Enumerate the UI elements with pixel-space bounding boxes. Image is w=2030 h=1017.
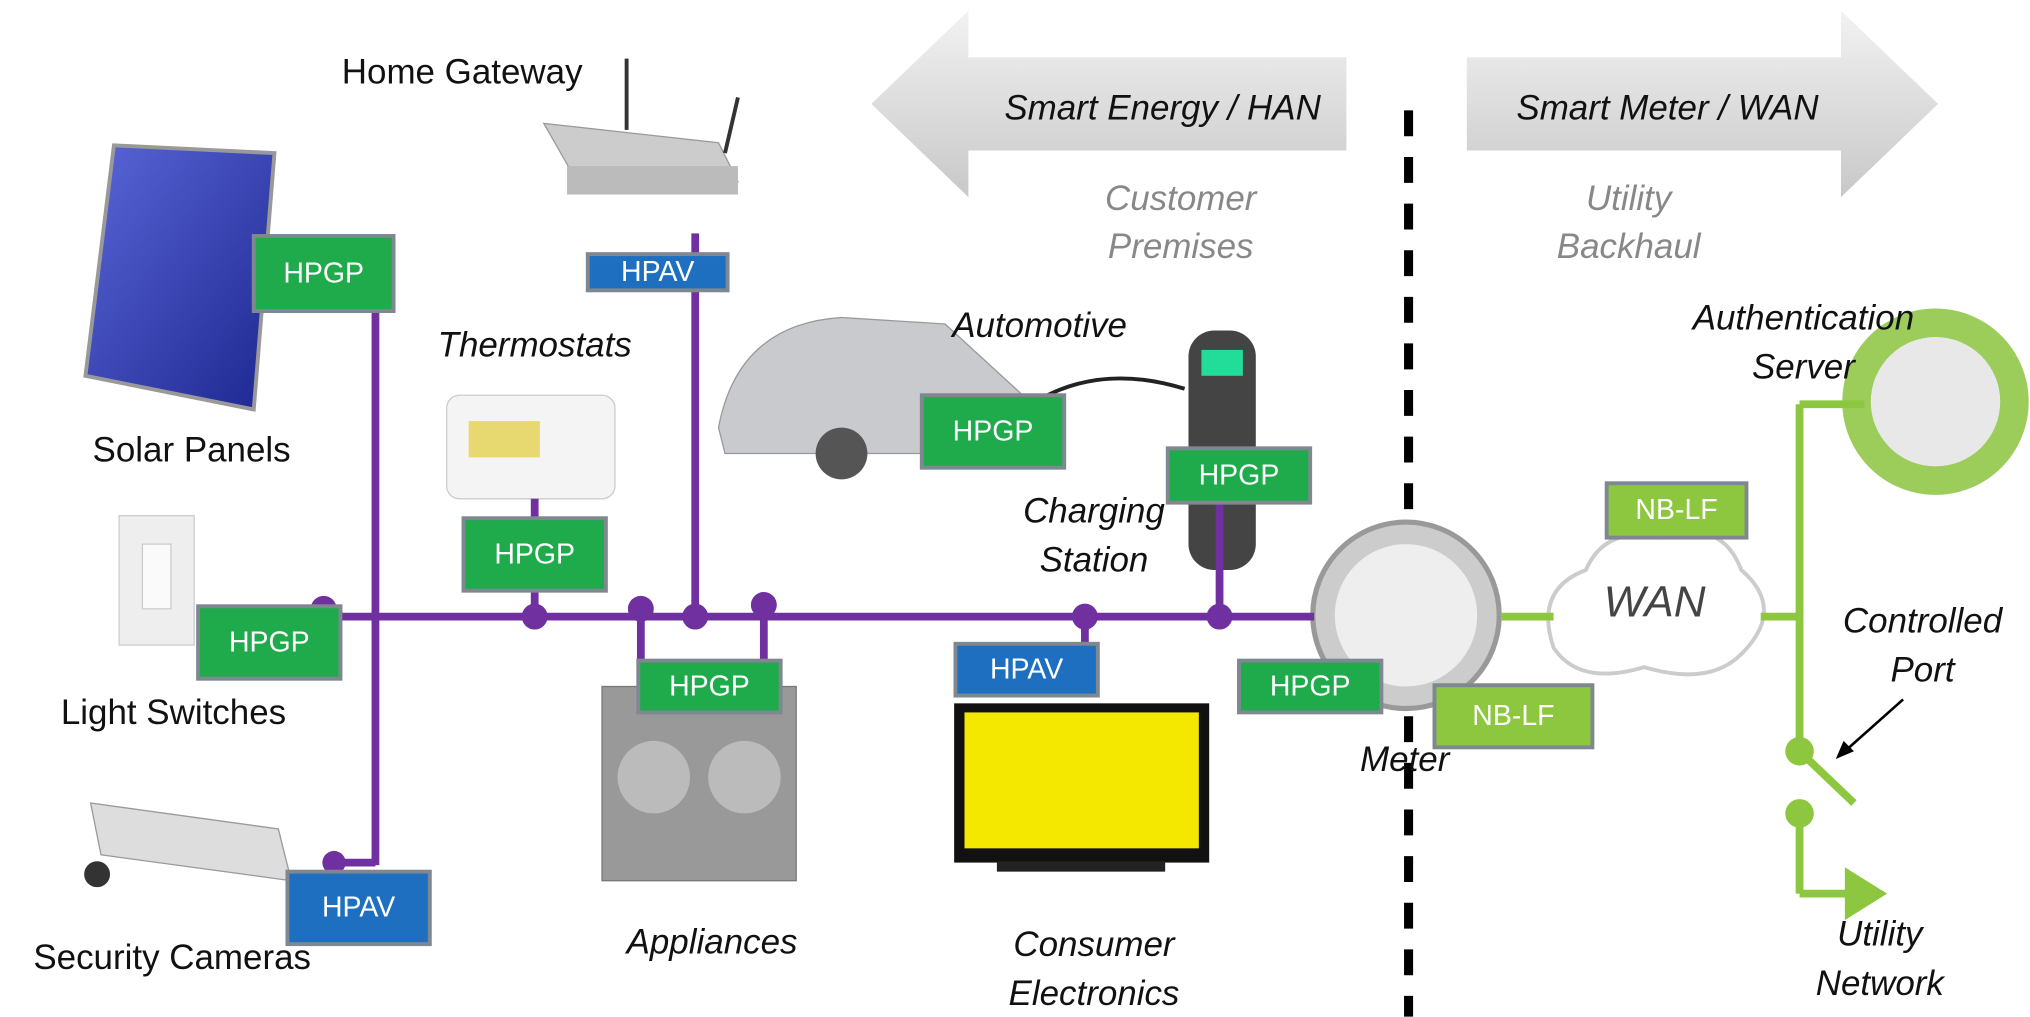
badge-label: HPAV bbox=[990, 653, 1063, 685]
pointer-head bbox=[1836, 741, 1854, 759]
device-label: Appliances bbox=[625, 922, 798, 961]
arrow-label: Smart Meter / WAN bbox=[1516, 89, 1819, 128]
device-label: Authentication bbox=[1691, 298, 1914, 337]
device-label: Security Cameras bbox=[33, 938, 311, 977]
badge-label: HPGP bbox=[494, 538, 575, 570]
badge-label: NB-LF bbox=[1472, 700, 1554, 732]
pointer bbox=[1845, 699, 1903, 751]
device-label: Electronics bbox=[1009, 974, 1180, 1013]
badge-label: NB-LF bbox=[1635, 494, 1717, 526]
zone-label: Premises bbox=[1108, 227, 1254, 266]
device-label: Network bbox=[1816, 964, 1946, 1003]
badge-label: HPGP bbox=[283, 257, 364, 289]
arrow-label: Smart Energy / HAN bbox=[1004, 89, 1321, 128]
zone-label: Customer bbox=[1105, 179, 1258, 218]
device-label: Automotive bbox=[950, 306, 1127, 345]
device-label: Port bbox=[1891, 651, 1956, 690]
device-label: Server bbox=[1752, 348, 1856, 387]
device-label: Utility bbox=[1837, 915, 1925, 954]
badge-label: HPAV bbox=[621, 256, 694, 288]
device-label: Home Gateway bbox=[342, 52, 583, 91]
badge-label: HPGP bbox=[1199, 459, 1280, 491]
device-label: Consumer bbox=[1013, 925, 1176, 964]
device-label: WAN bbox=[1604, 578, 1706, 627]
badge-label: HPGP bbox=[669, 670, 750, 702]
device-label: Light Switches bbox=[61, 693, 286, 732]
diagram: HPGP HPAV HPGP HPGP HPGP HPGP HPGP HPAV HPGP NB-L… bbox=[0, 0, 2030, 1017]
badge-label: HPAV bbox=[322, 892, 395, 924]
badge-label: HPGP bbox=[229, 626, 310, 658]
device-label: Charging bbox=[1023, 491, 1165, 530]
device-label: Meter bbox=[1360, 740, 1451, 779]
device-label: Controlled bbox=[1843, 601, 2004, 640]
device-label: Thermostats bbox=[438, 326, 632, 365]
device-label: Solar Panels bbox=[93, 430, 291, 469]
zone-label: Backhaul bbox=[1557, 227, 1702, 266]
page: HPGP HPAV HPGP HPGP HPGP HPGP HPGP HPAV HPGP NB-L… bbox=[0, 0, 2030, 1017]
badge-label: HPGP bbox=[953, 415, 1034, 447]
zone-label: Utility bbox=[1586, 179, 1674, 218]
badge-label: HPGP bbox=[1270, 670, 1351, 702]
device-label: Station bbox=[1040, 540, 1149, 579]
